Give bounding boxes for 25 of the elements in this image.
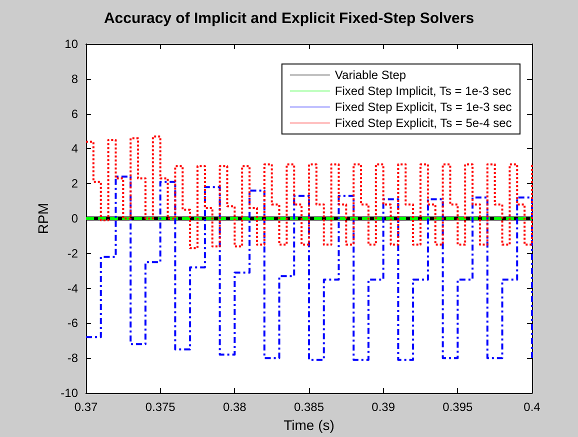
x-tick-label: 0.375 (145, 400, 176, 414)
y-tick-label: 10 (64, 37, 78, 51)
x-tick-label: 0.4 (524, 400, 541, 414)
y-tick-label: -2 (67, 246, 78, 260)
y-tick-label: 0 (71, 212, 78, 226)
y-tick-label: -10 (60, 386, 78, 400)
y-axis-title: RPM (34, 202, 51, 234)
legend-label: Fixed Step Explicit, Ts = 5e-4 sec (334, 116, 512, 130)
x-tick-label: 0.39 (372, 400, 396, 414)
chart-title: Accuracy of Implicit and Explicit Fixed-Step Solvers (104, 10, 474, 27)
y-tick-label: 6 (71, 106, 78, 121)
x-tick-label: 0.37 (74, 400, 98, 414)
y-tick-label: 2 (71, 176, 78, 191)
y-tick-label: -6 (67, 316, 78, 330)
x-tick-label: 0.395 (442, 400, 474, 414)
y-tick-label: -8 (67, 351, 78, 366)
y-tick-label: -4 (67, 281, 78, 296)
x-axis-title: Time (s) (284, 416, 334, 433)
y-tick-label: 8 (71, 72, 78, 86)
legend-label: Variable Step (334, 68, 406, 82)
legend-label: Fixed Step Explicit, Ts = 1e-3 sec (334, 100, 512, 114)
x-tick-label: 0.385 (294, 400, 324, 414)
x-tick-label: 0.38 (222, 400, 247, 414)
y-tick-label: 4 (71, 142, 78, 156)
legend-label: Fixed Step Implicit, Ts = 1e-3 sec (334, 84, 512, 98)
